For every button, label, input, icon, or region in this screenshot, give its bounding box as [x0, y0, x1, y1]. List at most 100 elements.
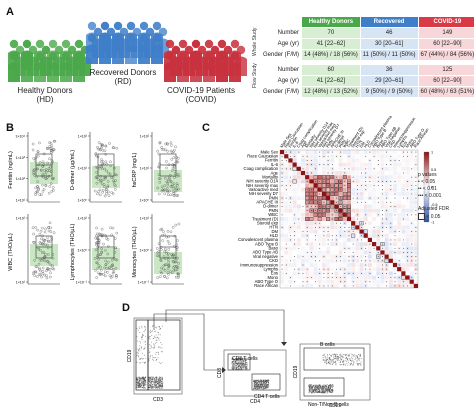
person-figure — [229, 51, 241, 82]
matrix-row-label: Coag complication — [244, 166, 279, 171]
matrix-col-label: Eos — [400, 140, 408, 149]
table-cell: 67 (44%) / 84 (56%) — [417, 49, 474, 61]
dotplot-tick: 1×10¹ — [78, 217, 88, 221]
covid-patients-icon — [164, 39, 247, 82]
flow-ylabel: CD8 — [217, 368, 223, 378]
matrix-row-label: Mortality — [262, 174, 279, 179]
person-figure — [86, 33, 98, 64]
person-figure — [190, 51, 202, 82]
dotplot-tick: 1×10⁴ — [15, 135, 25, 139]
table-row: Number 60 36 125 — [259, 64, 474, 76]
dotplot-tick: 1×10² — [78, 135, 88, 139]
flow-ylabel: CD19 — [127, 349, 133, 362]
dotplot: hsCRP (mg/L) 1×10² 1×10¹ 1×10⁰ — [132, 132, 184, 203]
table-cell: 125 — [417, 64, 474, 76]
matrix-row-label: Eos — [271, 271, 278, 276]
matrix-row-label: ABO Type AB — [252, 250, 278, 255]
person-figure — [216, 51, 228, 82]
table-cell: 14 (48%) / 18 (56%) — [301, 49, 361, 61]
recovered-donors-icon — [86, 21, 169, 64]
matrix-row-label: D-dimer — [263, 204, 278, 209]
table-cell: 36 — [359, 64, 419, 76]
matrix-row-label: PMN — [269, 195, 278, 200]
legend-title: p values — [418, 172, 437, 178]
group-label-covid: COVID-19 Patients (COVID) — [166, 86, 236, 104]
person-figure — [60, 51, 72, 82]
table-cell: 60 — [301, 64, 361, 76]
dotplot: Ferritin (ng/mL) 1×10⁴ 1×10³ 1×10² 1×10¹ — [8, 132, 60, 203]
flow-xlabel: CD4 — [250, 399, 260, 405]
matrix-col-label: Mono — [404, 137, 414, 149]
population-illustration — [8, 21, 247, 82]
heatmap-grid — [279, 149, 419, 289]
matrix-col-label: Age — [300, 139, 309, 148]
flow-plot: CD3 CD19 — [127, 317, 183, 403]
person-figure — [112, 33, 124, 64]
dotplot-tick: 1×10⁰ — [77, 199, 87, 203]
header-rd: Recovered — [359, 16, 419, 28]
matrix-row-label: Convalescent plasma — [238, 237, 279, 242]
legend-item-2: < 0.01 — [422, 186, 437, 192]
table-cell: 12 (48%) / 13 (52%) — [301, 86, 361, 98]
dotplot: Lymphocytes (THO/µL)1×10¹ 1×10⁰ 1×10⁻¹ — [70, 214, 122, 285]
gating-arrows — [153, 309, 287, 373]
table-cell: 60 [22–90] — [417, 38, 474, 50]
table-cell: 9 (50%) / 9 (50%) — [359, 86, 419, 98]
person-figure — [177, 51, 189, 82]
dotplot-tick: 1×10⁻¹ — [76, 281, 88, 285]
matrix-col-label: Ferritin — [287, 136, 298, 149]
colorbar-tick: 0.5 — [431, 168, 436, 172]
panel-d-label: D — [122, 302, 130, 314]
flow-xlabel: CD3 — [153, 397, 163, 403]
matrix-row-label: HLD — [270, 233, 278, 238]
matrix-row-label: APACHE III — [256, 200, 278, 205]
flow-plot: CD20 CD19 B cells Non-T/Non-B cells — [293, 342, 371, 409]
colorbar-tick: 0 — [431, 186, 433, 190]
matrix-row-label: ABO Type O — [255, 279, 279, 284]
matrix-col-label: CKD — [388, 139, 397, 149]
dotplot-tick: 1×10¹ — [16, 281, 26, 285]
matrix-col-label: Baso — [375, 138, 385, 149]
table-row: Number 70 46 149 — [259, 27, 474, 39]
matrix-row-label: Viral negative — [253, 254, 279, 259]
matrix-row-label: HTN — [269, 225, 278, 230]
matrix-row-label: Vasoactive med — [249, 187, 279, 192]
table-cell: 70 — [301, 27, 361, 39]
dotplot-tick: 1×10² — [140, 135, 150, 139]
legend-fdr-item: < 0.05 — [426, 213, 441, 220]
dotplot-tick: 1×10³ — [16, 156, 26, 160]
colorbar-tick: -1 — [431, 221, 434, 225]
matrix-col-label: PMN — [337, 138, 346, 148]
person-figure — [21, 51, 33, 82]
dotplot-ylabel: D-dimer (µg/mL) — [70, 150, 76, 190]
group-label-hd: Healthy Donors (HD) — [17, 86, 73, 104]
person-figure — [203, 51, 215, 82]
table-cell: 41 [22–62] — [301, 75, 361, 87]
dotplot-tick: 1×10⁰ — [139, 249, 149, 253]
matrix-row-label: Male Sex — [261, 149, 279, 154]
flow-xlabel: CD20 — [329, 403, 342, 409]
matrix-row-label: Mono — [268, 275, 279, 280]
matrix-col-label: WBC — [342, 138, 352, 149]
gate-label-nontb: Non-T/Non-B cells — [308, 402, 349, 408]
table-row: Gender (F/M) 12 (48%) / 13 (52%) 9 (50%) /… — [259, 86, 474, 98]
row-label: Gender (F/M) — [259, 86, 303, 98]
dotplot-tick: 1×10¹ — [140, 167, 150, 171]
dotplot-tick: 1×10⁻¹ — [138, 281, 150, 285]
table-row: Age (yr) 41 [22–62] 30 [20–61] 60 [22–90] — [259, 38, 474, 50]
matrix-row-label: PMN — [269, 208, 278, 213]
row-label: Number — [259, 64, 303, 76]
dotplot-tick: 1×10¹ — [140, 217, 150, 221]
header-hd: Healthy Donors — [301, 16, 361, 28]
colorbar: 1 0.5 0 -0.5 -1 — [423, 151, 438, 225]
dotplot: WBC (THO/µL) 1×10² 1×10¹ — [8, 214, 60, 285]
person-figure — [47, 51, 59, 82]
study-table-grid: Healthy Donors Recovered COVID-19 Number… — [259, 16, 474, 98]
flow-plot: CD4 CD8 CD8 T cells CD4 T cells — [217, 349, 287, 405]
table-cell: 11 (50%) / 11 (50%) — [359, 49, 419, 61]
dotplot: Monocytes (THO/µL) 1×10¹ 1×10⁰ 1×10⁻¹ — [132, 214, 184, 285]
matrix-col-label: HLD — [362, 139, 371, 149]
legend-item-1: < 0.05 — [421, 179, 436, 185]
matrix-row-label: Immunosuppression — [240, 262, 278, 267]
